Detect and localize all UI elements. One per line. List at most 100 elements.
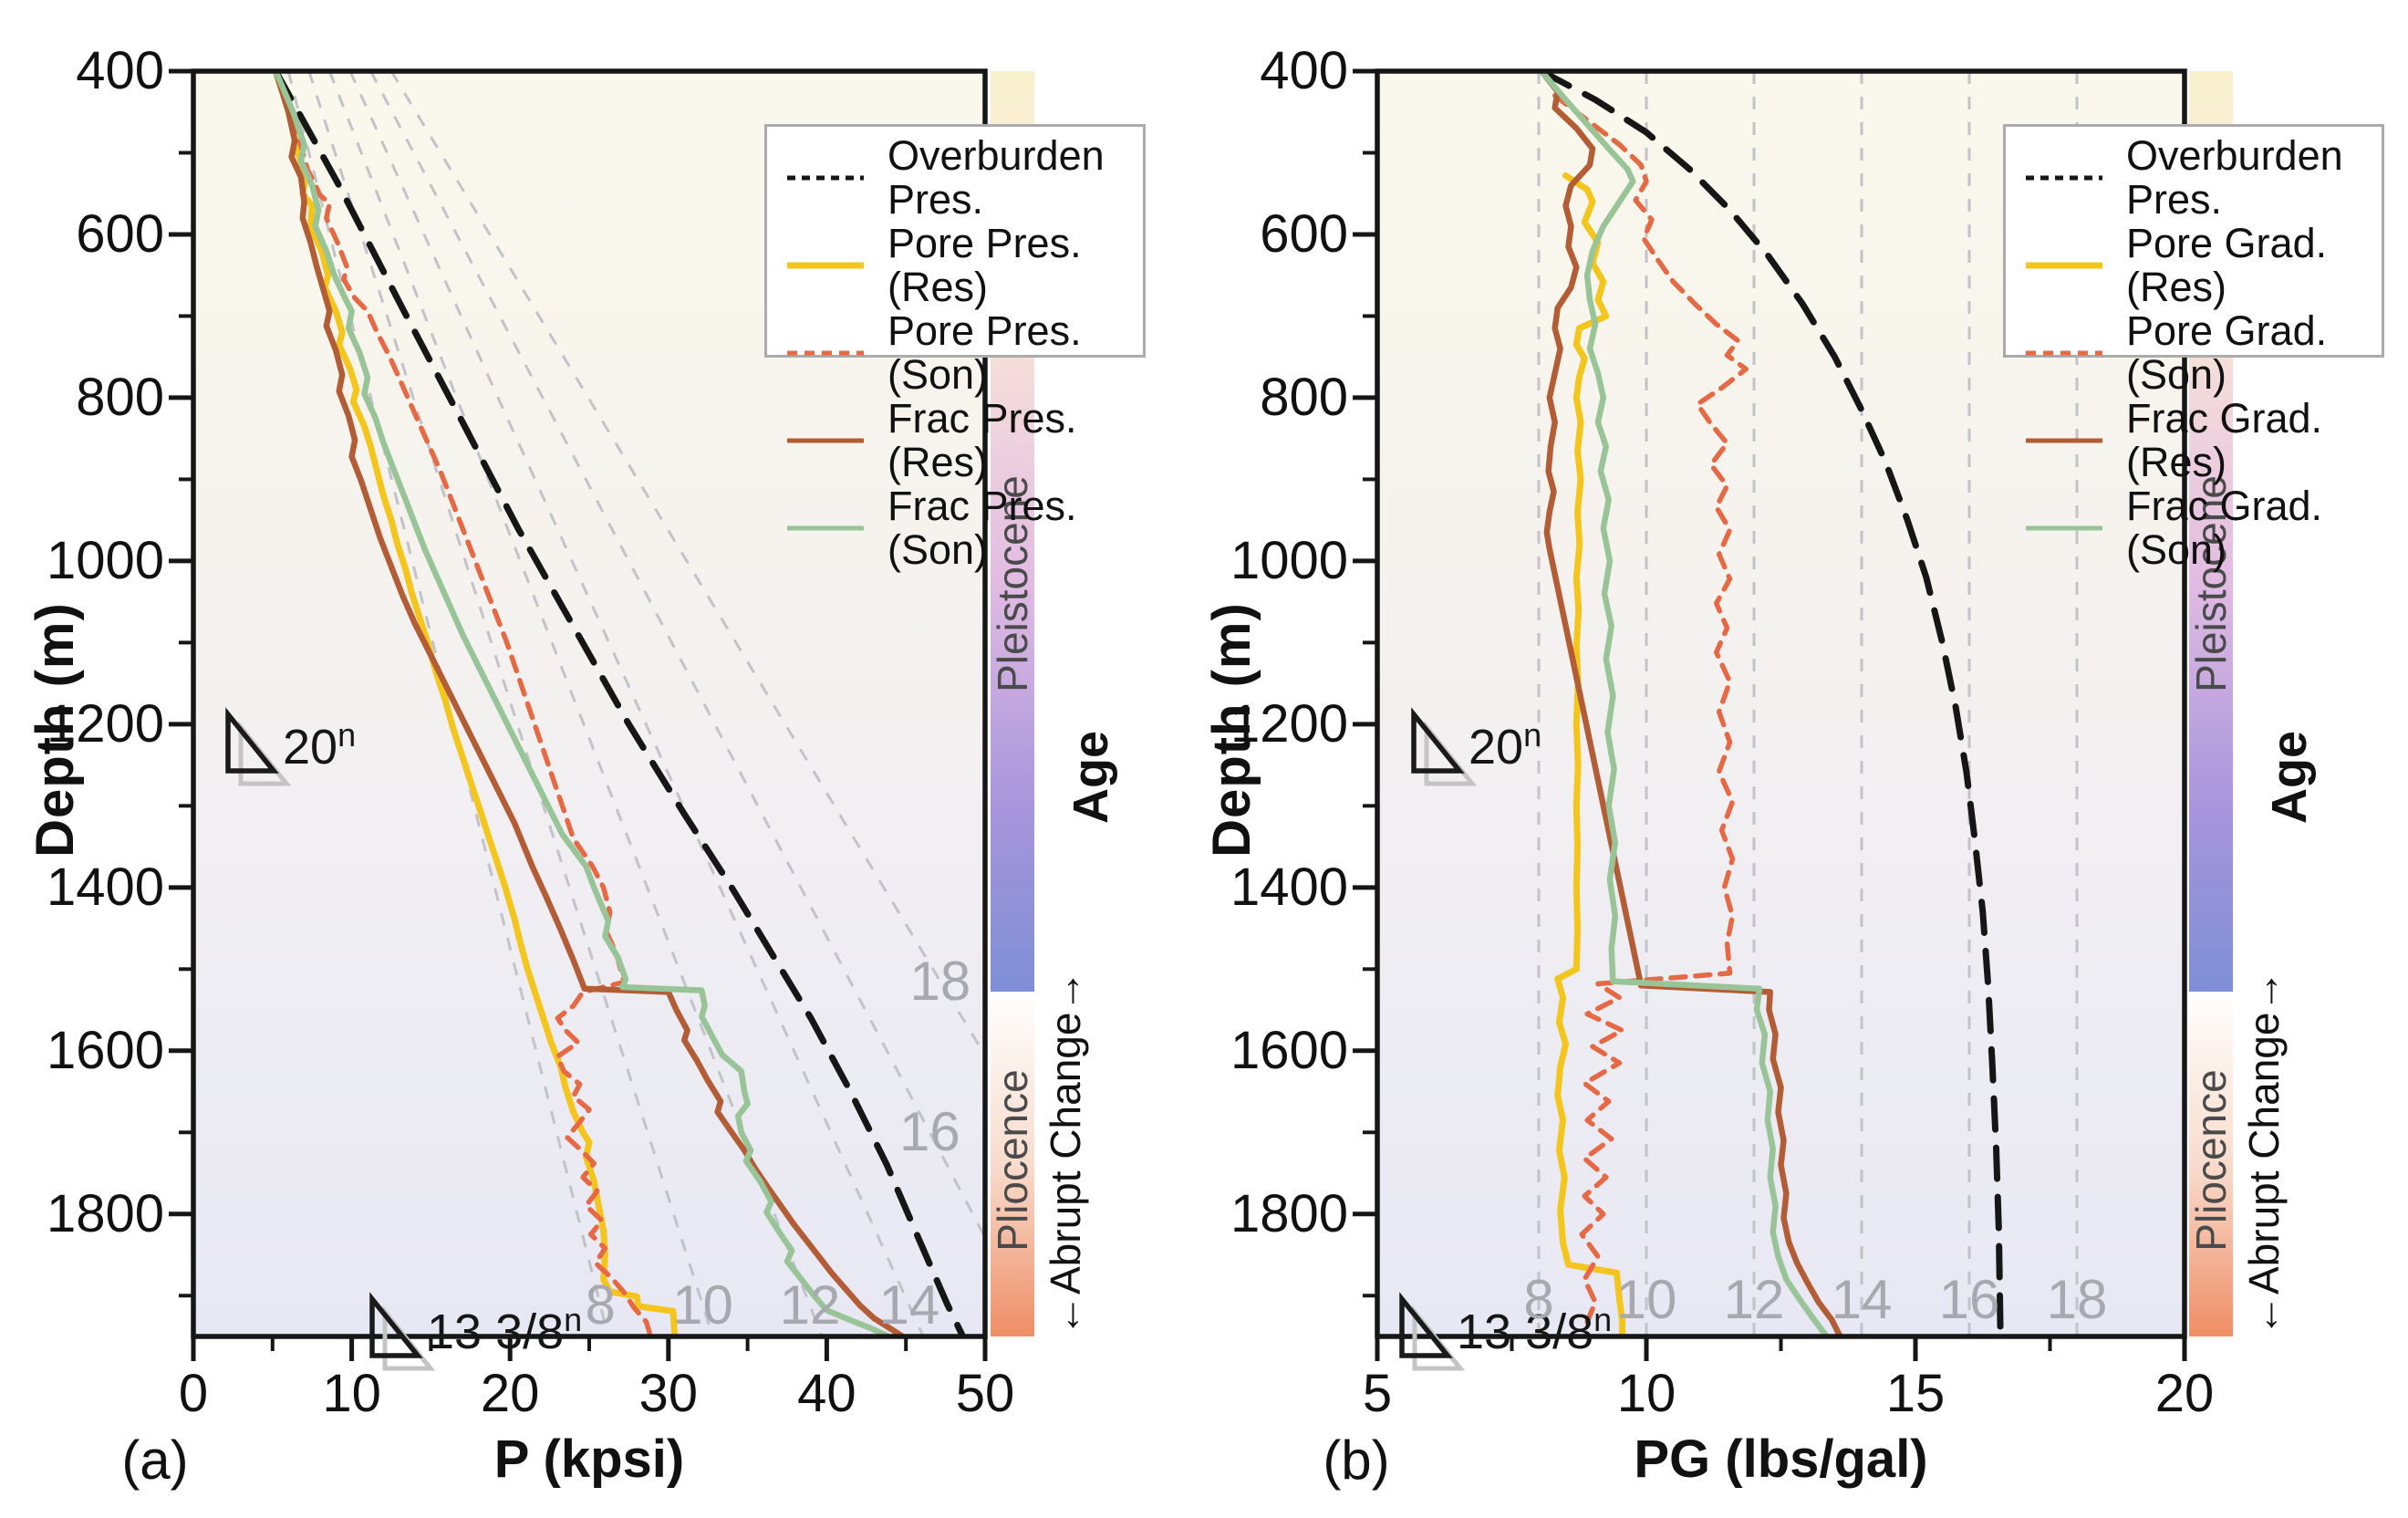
- legend-item-label: Frac Pres. (Res): [887, 395, 1077, 485]
- x-tick-label: 30: [638, 1364, 699, 1423]
- legend-item-label: Pore Pres. (Res): [887, 220, 1082, 310]
- abrupt-change-text-b: Abrupt Change: [2240, 1012, 2288, 1294]
- arrow-up-icon: →: [2240, 970, 2288, 1013]
- legend-item: Frac Pres. (Son): [785, 484, 1143, 572]
- legend-line-sample-icon: [2026, 438, 2102, 443]
- abrupt-change-annotation-a: ← Abrupt Change →: [1042, 971, 1089, 1336]
- legend-item: Overburden Pres.: [785, 134, 1143, 222]
- y-tick-label: 1200: [1230, 693, 1348, 754]
- legend-item-label: Pore Pres. (Son): [887, 307, 1082, 398]
- x-tick-label: 50: [955, 1364, 1015, 1423]
- panel-tag-b: (b): [1323, 1430, 1390, 1491]
- series-overburden-pres-: [1538, 71, 2004, 1336]
- x-tick-label: 5: [1362, 1364, 1393, 1423]
- y-tick-label: 400: [1260, 41, 1348, 100]
- y-tick-label: 1400: [1230, 857, 1348, 917]
- abrupt-change-text-a: Abrupt Change: [1042, 1012, 1089, 1294]
- arrow-down-icon: ←: [2240, 1294, 2288, 1336]
- x-tick-label: 10: [322, 1364, 381, 1423]
- mud-weight-label: 10: [1615, 1268, 1677, 1330]
- casing-label: 20n: [283, 716, 357, 775]
- y-tick-label: 600: [76, 203, 164, 264]
- x-axis-title-b: PG (lbs/gal): [1634, 1430, 1928, 1489]
- age-axis-label-a: Age: [1064, 731, 1118, 825]
- inch-superscript: n: [1523, 716, 1542, 754]
- y-tick-label: 600: [1260, 203, 1348, 264]
- series-frac-pres-res-: [273, 71, 906, 1336]
- inch-superscript: n: [1593, 1301, 1613, 1338]
- mud-weight-label: 8: [585, 1274, 616, 1336]
- x-tick-label: 20: [2154, 1364, 2215, 1423]
- legend-item-label: Frac Pres. (Son): [887, 483, 1077, 573]
- legend-item-label: Overburden Pres.: [887, 132, 1105, 223]
- series-frac-grad-son-: [1538, 71, 1830, 1336]
- x-axis-title-a: P (kpsi): [493, 1430, 685, 1489]
- age-colorbar-pliocene-b: [2189, 992, 2233, 1336]
- legend-item-label: Frac Grad. (Son): [2126, 483, 2323, 573]
- legend-line-sample-icon: [2026, 175, 2102, 181]
- mud-weight-label: 10: [672, 1274, 733, 1336]
- casing-label: 13 3/8n: [427, 1301, 583, 1359]
- x-tick-label: 40: [797, 1364, 856, 1423]
- legend-a: Overburden Pres. Pore Pres. (Res) Pore Pre…: [764, 124, 1146, 572]
- x-tick-label: 10: [1616, 1364, 1676, 1423]
- legend-item: Overburden Pres.: [2024, 134, 2382, 222]
- arrow-down-icon: ←: [1042, 1294, 1089, 1336]
- legend-b: Overburden Pres. Pore Grad. (Res) Pore Gra…: [2003, 124, 2384, 572]
- y-tick-label: 800: [1260, 367, 1348, 427]
- casing-label: 13 3/8n: [1457, 1301, 1613, 1359]
- legend-item-label: Overburden Pres.: [2126, 132, 2343, 223]
- series-pore-pres-son-: [273, 71, 652, 1336]
- legend-line-sample-icon: [2026, 350, 2102, 356]
- legend-line-sample-icon: [787, 175, 864, 181]
- legend-line-sample-icon: [787, 525, 864, 531]
- arrow-up-icon: →: [1042, 970, 1089, 1013]
- y-tick-label: 1200: [46, 693, 164, 754]
- legend-line-sample-icon: [2026, 262, 2102, 269]
- series-overburden-pres-: [272, 71, 967, 1336]
- series-pore-grad-res-: [1554, 172, 1625, 1336]
- series-pore-pres-res-: [272, 71, 679, 1336]
- series-pore-grad-son-: [1552, 93, 1749, 1325]
- pliocene-label-a: Pliocence: [989, 1069, 1036, 1252]
- legend-item-label: Frac Grad. (Res): [2126, 395, 2323, 485]
- age-colorbar-pliocene-a: [991, 992, 1034, 1336]
- mud-weight-label: 16: [1938, 1268, 2000, 1330]
- x-tick-label: 0: [178, 1364, 209, 1423]
- legend-item: Frac Pres. (Res): [785, 397, 1143, 484]
- mud-weight-label: 18: [909, 950, 971, 1012]
- y-tick-label: 1000: [1230, 530, 1348, 590]
- y-tick-label: 800: [76, 367, 164, 427]
- abrupt-change-annotation-b: ← Abrupt Change →: [2240, 971, 2288, 1336]
- x-tick-label: 15: [1885, 1364, 1946, 1423]
- legend-line-sample-icon: [787, 438, 864, 443]
- legend-line-sample-icon: [2026, 525, 2102, 531]
- legend-item: Frac Grad. (Res): [2024, 397, 2382, 484]
- y-tick-label: 1800: [46, 1183, 164, 1243]
- y-tick-label: 400: [76, 41, 164, 100]
- series-frac-pres-son-: [273, 71, 892, 1336]
- pliocene-label-b: Pliocence: [2187, 1069, 2235, 1252]
- legend-item: Frac Grad. (Son): [2024, 484, 2382, 572]
- series-frac-grad-res-: [1538, 71, 1843, 1336]
- mud-weight-label: 18: [2046, 1268, 2108, 1330]
- legend-item: Pore Grad. (Res): [2024, 222, 2382, 309]
- y-tick-label: 1600: [1230, 1020, 1348, 1080]
- legend-item: Pore Grad. (Son): [2024, 309, 2382, 397]
- mud-weight-label: 12: [1723, 1268, 1785, 1330]
- mud-weight-label: 14: [878, 1274, 940, 1336]
- casing-shoe-icon: [369, 1292, 423, 1358]
- legend-line-sample-icon: [787, 350, 864, 356]
- casing-label: 20n: [1469, 716, 1542, 775]
- legend-item-label: Pore Grad. (Son): [2126, 307, 2328, 398]
- x-tick-label: 20: [480, 1364, 540, 1423]
- legend-item: Pore Pres. (Son): [785, 309, 1143, 397]
- casing-shoe-icon: [1411, 707, 1465, 774]
- inch-superscript: n: [337, 716, 357, 754]
- y-tick-label: 1400: [46, 857, 164, 917]
- mud-weight-label: 12: [779, 1274, 841, 1336]
- legend-line-sample-icon: [787, 262, 864, 269]
- y-tick-label: 1000: [46, 530, 164, 590]
- casing-shoe-icon: [1399, 1292, 1453, 1358]
